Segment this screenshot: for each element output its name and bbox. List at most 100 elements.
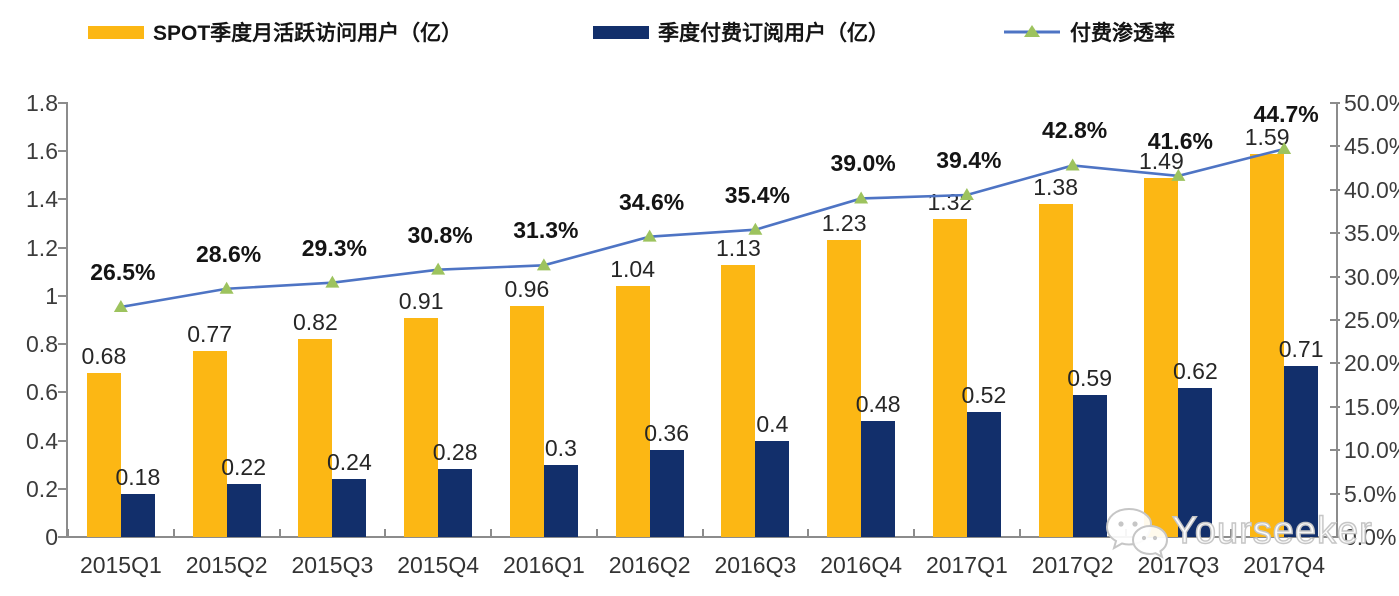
penetration-marker-icon (431, 262, 446, 275)
bar-subs (1178, 387, 1213, 537)
x-axis-tick (172, 529, 175, 537)
penetration-label: 30.8% (407, 221, 473, 248)
y-axis-left-tick (58, 391, 68, 394)
y-axis-right-tick (1330, 145, 1340, 148)
y-axis-left-tick (58, 343, 68, 346)
penetration-label: 34.6% (619, 188, 685, 215)
y-axis-right-tick (1330, 405, 1340, 408)
y-axis-right-tick-label: 15.0% (1344, 393, 1399, 420)
penetration-label: 41.6% (1147, 127, 1213, 154)
y-axis-right-tick-label: 45.0% (1344, 133, 1399, 160)
y-axis-right-tick-label: 50.0% (1344, 90, 1399, 116)
y-axis-left-tick (58, 102, 68, 104)
x-axis-tick (278, 529, 281, 537)
y-axis-left-tick-label: 1.2 (26, 234, 58, 261)
bar-subs (120, 493, 155, 537)
penetration-marker-icon (325, 275, 340, 288)
legend-item-penetration: 付费渗透率 (1003, 17, 1175, 47)
y-axis-left-tick (58, 198, 68, 201)
bar-subs (755, 440, 790, 537)
bar-label-mau: 0.82 (292, 309, 338, 336)
legend-label-mau: SPOT季度月活跃访问用户（亿） (153, 22, 463, 45)
x-axis-label: 2016Q3 (714, 552, 797, 578)
penetration-label: 28.6% (196, 240, 262, 267)
bar-label-subs: 0.18 (115, 463, 161, 490)
legend-label-penetration: 付费渗透率 (1070, 22, 1175, 45)
bar-label-subs: 0.22 (221, 453, 267, 480)
bar-label-subs: 0.28 (432, 439, 478, 466)
y-axis-right-tick (1330, 275, 1340, 278)
y-axis-right-tick (1330, 188, 1340, 191)
y-axis-left-tick-label: 1.6 (26, 138, 58, 165)
bar-subs (543, 464, 578, 537)
bar-label-subs: 0.24 (326, 449, 372, 476)
penetration-label: 39.4% (936, 147, 1002, 173)
watermark: Yourseeker (1104, 502, 1373, 560)
bar-label-subs: 0.71 (1278, 335, 1324, 362)
bar-label-mau: 1.32 (927, 188, 973, 215)
legend-label-subs: 季度付费订阅用户（亿） (658, 22, 889, 45)
x-axis-label: 2015Q3 (291, 552, 374, 578)
watermark-text: Yourseeker (1171, 509, 1373, 552)
bar-label-mau: 0.96 (504, 275, 550, 302)
y-axis-left-tick (58, 536, 68, 538)
y-axis-left-tick (58, 439, 68, 442)
y-axis-left-line (66, 103, 68, 537)
x-axis-tick (490, 529, 492, 537)
bar-subs (226, 483, 261, 537)
penetration-label: 39.0% (830, 150, 896, 177)
x-axis-tick (1230, 529, 1233, 537)
x-axis-label: 2016Q1 (502, 552, 585, 578)
y-axis-right-tick (1330, 449, 1340, 452)
bar-mau (827, 240, 862, 537)
bar-mau (298, 339, 333, 537)
x-axis-tick (913, 529, 915, 537)
y-axis-left-tick-label: 0.4 (26, 427, 58, 454)
bar-subs (649, 450, 684, 537)
x-axis-tick (807, 529, 810, 537)
legend-item-subs: 季度付费订阅用户（亿） (593, 17, 889, 47)
wechat-icon (1105, 507, 1168, 559)
bar-label-subs: 0.3 (544, 434, 577, 461)
bar-label-mau: 1.04 (610, 256, 656, 283)
penetration-label: 29.3% (301, 234, 367, 261)
x-axis-label: 2015Q1 (79, 552, 162, 578)
line-marker-icon (1004, 25, 1060, 37)
bar-mau (932, 218, 967, 537)
subs-legend-swatch (593, 25, 649, 39)
y-axis-right-tick-label: 30.0% (1344, 263, 1399, 290)
mau-legend-swatch (88, 25, 144, 39)
bar-subs (1072, 394, 1107, 537)
x-axis-tick (1336, 529, 1338, 537)
penetration-marker-icon (748, 222, 763, 235)
x-axis-label: 2017Q2 (1031, 552, 1114, 578)
y-axis-left-tick (58, 246, 68, 249)
bar-mau (615, 286, 650, 537)
penetration-label: 31.3% (513, 217, 579, 244)
penetration-marker-icon (219, 281, 234, 294)
bar-label-mau: 0.77 (187, 321, 233, 348)
bar-label-mau: 1.13 (715, 234, 761, 261)
bar-mau (721, 264, 756, 537)
bar-label-mau: 1.59 (1244, 123, 1290, 150)
penetration-label: 26.5% (90, 258, 156, 285)
x-axis-label: 2017Q3 (1137, 552, 1220, 578)
legend-item-mau: SPOT季度月活跃访问用户（亿） (88, 17, 462, 47)
x-axis-tick (595, 529, 598, 537)
y-axis-left-tick-label: 1.8 (26, 90, 58, 116)
y-axis-right-tick (1330, 102, 1340, 104)
y-axis-right-tick (1330, 232, 1340, 235)
bar-mau (509, 305, 544, 537)
penetration-line (120, 147, 1285, 309)
y-axis-left-tick (58, 294, 68, 297)
bar-label-subs: 0.36 (644, 420, 690, 447)
bar-label-subs: 0.48 (855, 391, 901, 418)
penetration-label: 42.8% (1042, 117, 1108, 144)
bar-subs (861, 421, 896, 537)
penetration-label: 35.4% (724, 181, 790, 208)
x-axis-label: 2015Q2 (185, 552, 268, 578)
y-axis-right-tick-label: 0.0% (1344, 524, 1397, 550)
x-axis-tick (67, 529, 69, 537)
bar-label-subs: 0.59 (1067, 364, 1113, 391)
penetration-marker-icon (536, 258, 551, 271)
